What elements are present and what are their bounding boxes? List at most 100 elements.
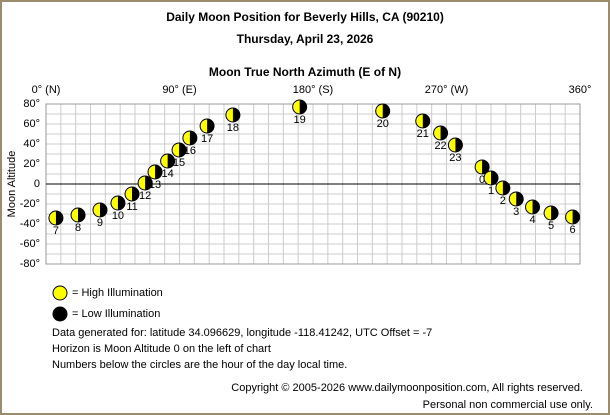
moon-dark	[179, 143, 187, 157]
legend-marker	[52, 285, 68, 301]
y-tick-label: 80°	[23, 98, 40, 110]
moon-dark	[189, 131, 197, 145]
moon-marker	[110, 195, 126, 211]
moon-marker	[124, 186, 140, 202]
moon-marker	[48, 210, 64, 226]
moon-dark	[155, 165, 163, 179]
hour-label: 4	[529, 214, 535, 226]
hour-label: 11	[126, 201, 137, 213]
hour-label: 9	[97, 217, 103, 229]
moon-dark	[482, 160, 490, 174]
note: Numbers below the circles are the hour o…	[52, 359, 347, 371]
moon-dark	[532, 200, 540, 214]
moon-dark	[167, 154, 175, 169]
hour-label: 8	[75, 222, 81, 234]
y-tick-label: -80°	[20, 258, 40, 270]
moon-marker	[225, 107, 241, 123]
y-axis-title: Moon Altitude	[6, 151, 18, 218]
moon-marker	[92, 202, 108, 218]
moon-dark	[516, 192, 524, 206]
moon-marker	[147, 164, 163, 180]
moon-dark	[455, 138, 463, 152]
legend-marker	[52, 306, 68, 322]
hour-label: 5	[548, 220, 554, 232]
moon-marker	[415, 113, 431, 129]
moon-marker	[483, 170, 499, 186]
y-tick-label: 40°	[23, 138, 40, 150]
y-tick-label: 0	[34, 178, 40, 190]
x-axis-title: Moon True North Azimuth (E of N)	[209, 65, 401, 79]
moon-dark	[232, 108, 240, 122]
y-tick-label: -40°	[20, 218, 40, 230]
hour-label: 10	[112, 210, 124, 222]
y-tick-label: 60°	[23, 118, 40, 130]
moon-dark	[422, 114, 430, 128]
x-tick-label: 0° (N)	[32, 84, 61, 96]
moon-dark	[502, 181, 510, 195]
hour-label: 2	[500, 195, 506, 207]
hour-label: 15	[173, 157, 185, 169]
hour-label: 0	[479, 174, 485, 186]
moon-dark	[207, 119, 215, 133]
moon-dark	[440, 126, 448, 140]
moon-dark	[382, 104, 390, 118]
moon-marker	[565, 209, 581, 225]
moon-marker	[182, 130, 198, 146]
moon-marker	[70, 207, 86, 223]
chart-title: Daily Moon Position for Beverly Hills, C…	[166, 10, 444, 24]
hour-label: 6	[570, 224, 576, 236]
moon-marker	[199, 118, 215, 134]
hour-label: 23	[449, 152, 461, 164]
moon-marker	[525, 199, 541, 215]
x-tick-label: 270° (W)	[425, 84, 469, 96]
moon-dark	[132, 187, 140, 201]
hour-label: 16	[184, 145, 196, 157]
y-tick-label: -60°	[20, 238, 40, 250]
moon-marker	[508, 191, 524, 207]
moon-dark	[117, 196, 125, 210]
note: Horizon is Moon Altitude 0 on the left o…	[52, 343, 271, 355]
hour-label: 20	[377, 118, 389, 130]
hour-label: 3	[513, 206, 519, 218]
hour-label: 18	[227, 122, 239, 134]
y-tick-label: -20°	[20, 198, 40, 210]
hour-label: 14	[162, 168, 174, 180]
hour-label: 17	[201, 133, 213, 145]
moon-marker	[474, 159, 490, 175]
moon-marker	[171, 142, 187, 158]
moon-marker	[543, 205, 559, 221]
copyright: Copyright © 2005-2026 www.dailymoonposit…	[231, 382, 583, 394]
moon-dark	[572, 210, 580, 224]
moon-dark	[145, 176, 153, 190]
moon-marker	[447, 137, 463, 153]
x-tick-label: 360°	[569, 84, 592, 96]
moon-marker	[160, 153, 176, 169]
y-tick-label: 20°	[23, 158, 40, 170]
moon-marker	[375, 103, 391, 119]
moon-marker	[495, 180, 511, 196]
moon-dark	[55, 211, 63, 225]
moon-marker	[433, 125, 449, 141]
x-tick-label: 90° (E)	[162, 84, 196, 96]
x-tick-label: 180° (S)	[293, 84, 333, 96]
moon-dark	[78, 208, 86, 222]
hour-label: 19	[294, 114, 306, 126]
note: Data generated for: latitude 34.096629, …	[52, 327, 432, 339]
moon-dark	[299, 100, 307, 114]
hour-label: 7	[53, 225, 59, 237]
moon-dark	[491, 171, 498, 185]
moon-marker	[137, 175, 153, 191]
moon-dark	[99, 203, 107, 218]
hour-label: 1	[488, 185, 494, 197]
hour-label: 21	[417, 128, 429, 140]
copyright: Personal non commercial use only.	[423, 399, 593, 411]
hour-label: 22	[434, 140, 446, 152]
hour-label: 13	[149, 179, 161, 191]
hour-label: 12	[139, 190, 151, 202]
moon-marker	[292, 99, 308, 115]
moon-dark	[551, 206, 559, 220]
legend-label: = Low Illumination	[72, 308, 160, 320]
chart-subtitle: Thursday, April 23, 2026	[237, 32, 374, 46]
legend-label: = High Illumination	[72, 287, 163, 299]
